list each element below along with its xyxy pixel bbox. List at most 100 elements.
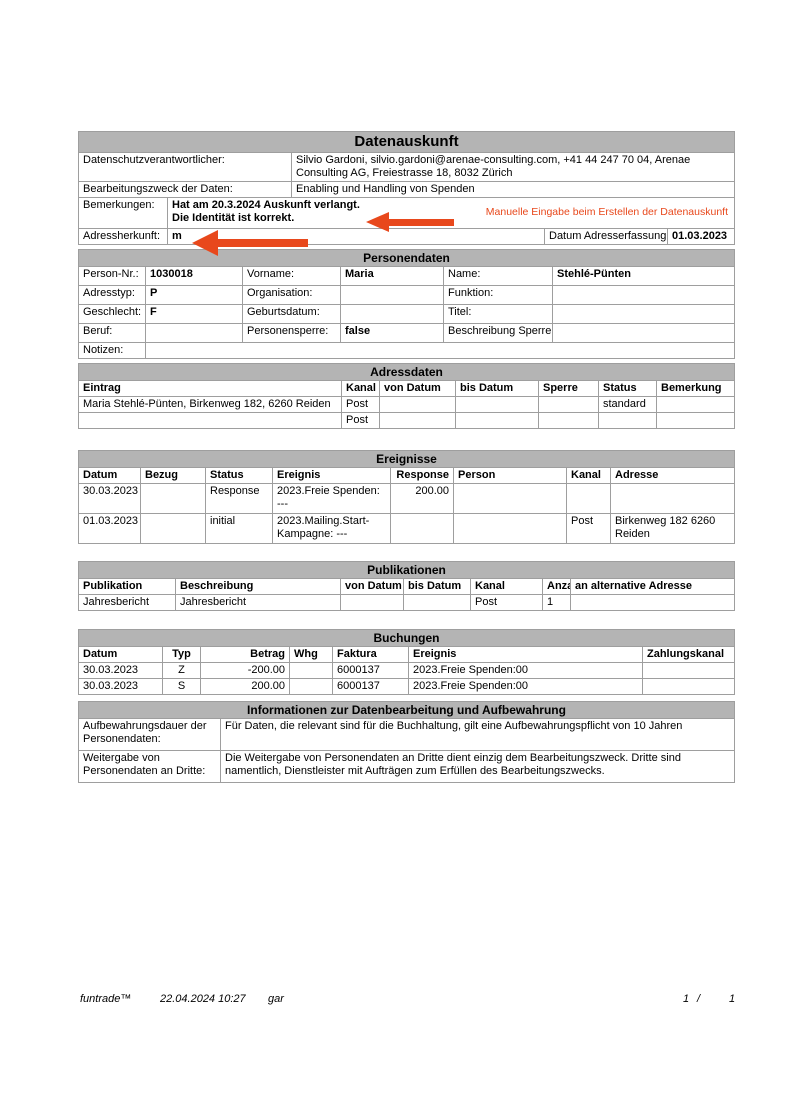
document-content: Datenauskunft Datenschutzverantwortliche… (78, 131, 735, 783)
cell (566, 483, 611, 514)
cell: Response (205, 483, 273, 514)
table-row: Weitergabe von Personendaten an Dritte: … (78, 750, 735, 783)
cell: Post (470, 594, 543, 611)
table-row: Maria Stehlé-Pünten, Birkenweg 182, 6260… (78, 396, 735, 413)
cell (610, 483, 735, 514)
publikationen-table: Publikation Beschreibung von Datum bis D… (78, 578, 735, 611)
field-value (552, 323, 735, 343)
cell: 200.00 (390, 483, 454, 514)
column-header: Bemerkung (656, 380, 735, 397)
column-header: Zahlungskanal (642, 646, 735, 663)
field-value: Stehlé-Pünten (552, 266, 735, 286)
cell: 2023.Mailing.Start-Kampagne: --- (272, 513, 391, 544)
section-title-personendaten: Personendaten (78, 249, 735, 267)
field-label: Adresstyp: (78, 285, 146, 305)
field-label: Datum Adresserfassung: (544, 228, 668, 245)
cell (538, 412, 599, 429)
field-value: Silvio Gardoni, silvio.gardoni@arenae-co… (291, 152, 735, 182)
cell: 2023.Freie Spenden:00 (408, 678, 643, 695)
field-label: Datenschutzverantwortlicher: (78, 152, 292, 182)
field-value: Die Weitergabe von Personendaten an Drit… (220, 750, 735, 783)
field-label: Name: (443, 266, 553, 286)
cell: initial (205, 513, 273, 544)
column-header: Response (390, 467, 454, 484)
column-header: Kanal (566, 467, 611, 484)
field-value (552, 285, 735, 305)
field-value (552, 304, 735, 324)
column-header: bis Datum (403, 578, 471, 595)
table-row: Notizen: (78, 342, 735, 359)
field-value: Für Daten, die relevant sind für die Buc… (220, 718, 735, 751)
field-value: 1030018 (145, 266, 243, 286)
cell (656, 396, 735, 413)
bemerkungen-line-1: Hat am 20.3.2024 Auskunft verlangt. (172, 199, 360, 211)
column-header: Beschreibung (175, 578, 341, 595)
field-value (340, 304, 444, 324)
cell: standard (598, 396, 657, 413)
footer-brand: funtrade™ (80, 993, 132, 1005)
section-title-publikationen: Publikationen (78, 561, 735, 579)
field-label: Bemerkungen: (78, 197, 168, 229)
field-label: Weitergabe von Personendaten an Dritte: (78, 750, 221, 783)
cell (656, 412, 735, 429)
table-row: 30.03.2023 Response 2023.Freie Spenden: … (78, 483, 735, 514)
cell (455, 412, 539, 429)
cell (538, 396, 599, 413)
cell (289, 662, 333, 679)
cell (140, 483, 206, 514)
column-header: Ereignis (272, 467, 391, 484)
column-header: von Datum (340, 578, 404, 595)
column-header: Kanal (470, 578, 543, 595)
cell (453, 483, 567, 514)
cell: 30.03.2023 (78, 483, 141, 514)
section-title-adressdaten: Adressdaten (78, 363, 735, 381)
table-row: 30.03.2023 Z -200.00 6000137 2023.Freie … (78, 662, 735, 679)
section-title-informationen: Informationen zur Datenbearbeitung und A… (78, 701, 735, 719)
footer-page-total: 1 (729, 993, 736, 1005)
field-label: Beruf: (78, 323, 146, 343)
field-label: Person-Nr.: (78, 266, 146, 286)
section-title-ereignisse: Ereignisse (78, 450, 735, 468)
field-value: false (340, 323, 444, 343)
cell: Birkenweg 182 6260 Reiden (610, 513, 735, 544)
footer-page-number: 1 (683, 993, 690, 1005)
cell: Post (341, 396, 380, 413)
arrow-head (366, 212, 389, 232)
cell (78, 412, 342, 429)
cell (379, 396, 456, 413)
cell: 6000137 (332, 662, 409, 679)
cell (453, 513, 567, 544)
column-header: Status (205, 467, 273, 484)
adressherkunft-table: Adressherkunft: m Datum Adresserfassung:… (78, 228, 735, 245)
cell (642, 662, 735, 679)
arrow-head (192, 230, 218, 256)
footer-user: gar (268, 993, 284, 1005)
cell: Jahresbericht (78, 594, 176, 611)
cell (289, 678, 333, 695)
cell: 2023.Freie Spenden: --- (272, 483, 391, 514)
cell (455, 396, 539, 413)
personendaten-table: Person-Nr.: 1030018 Vorname: Maria Name:… (78, 266, 735, 359)
column-header: Publikation (78, 578, 176, 595)
arrow-shaft (389, 218, 454, 226)
cell: 1 (542, 594, 571, 611)
field-value: Enabling und Handling von Spenden (291, 181, 735, 198)
footer-page-separator: / (697, 993, 701, 1005)
table-header-row: Eintrag Kanal von Datum bis Datum Sperre… (78, 380, 735, 397)
cell: Post (341, 412, 380, 429)
cell (570, 594, 735, 611)
column-header: Datum (78, 467, 141, 484)
column-header: bis Datum (455, 380, 539, 397)
field-value: 01.03.2023 (667, 228, 735, 245)
field-label: Personensperre: (242, 323, 341, 343)
cell: 30.03.2023 (78, 662, 163, 679)
column-header: Bezug (140, 467, 206, 484)
column-header: von Datum (379, 380, 456, 397)
cell: 200.00 (200, 678, 290, 695)
column-header: Betrag (200, 646, 290, 663)
field-label: Organisation: (242, 285, 341, 305)
cell: 30.03.2023 (78, 678, 163, 695)
column-header: Anzahl (542, 578, 571, 595)
informationen-table: Aufbewahrungsdauer der Personendaten: Fü… (78, 718, 735, 783)
arrow-left-icon (366, 212, 454, 232)
